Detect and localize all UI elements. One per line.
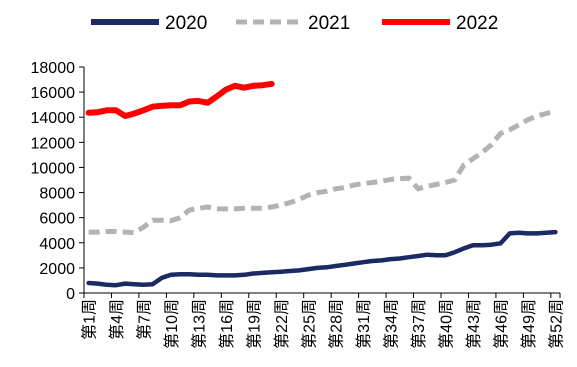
x-tick-label: 第16周 — [218, 299, 236, 349]
series-line-2021 — [88, 108, 557, 236]
y-tick-label: 10000 — [31, 160, 76, 177]
x-tick-label: 第37周 — [410, 299, 428, 349]
x-axis: 第1周 第4周 第7周 第10周 第13周 第16周 第19周 第22周 第25周 第28周 第31… — [81, 292, 565, 349]
x-tick-label: 第49周 — [520, 299, 538, 349]
y-tick-label: 2000 — [39, 261, 75, 278]
y-tick-label: 6000 — [39, 211, 75, 228]
x-tick-label: 第7周 — [136, 299, 154, 340]
x-tick-label: 第22周 — [273, 299, 291, 349]
y-tick-label: 8000 — [39, 186, 75, 203]
x-tick-label: 第13周 — [190, 299, 208, 349]
x-tick-label: 第1周 — [81, 299, 99, 340]
x-tick-label: 第52周 — [547, 299, 565, 349]
y-tick-label: 0 — [66, 286, 75, 303]
series-line-2020 — [86, 229, 558, 288]
legend-label-2021: 2021 — [308, 13, 350, 34]
x-tick-label: 第40周 — [438, 299, 456, 349]
x-tick-label: 第10周 — [163, 299, 181, 349]
x-tick-label: 第43周 — [465, 299, 483, 349]
y-axis: 0 2000 4000 6000 8000 10000 12000 14000 16000 180… — [31, 60, 85, 303]
legend: 2020 2021 2022 — [91, 13, 498, 34]
legend-label-2020: 2020 — [165, 13, 207, 34]
x-tick-label: 第34周 — [383, 299, 401, 349]
y-tick-label: 4000 — [39, 236, 75, 253]
x-tick-label: 第4周 — [108, 299, 126, 340]
x-tick-label: 第19周 — [245, 299, 263, 349]
y-tick-label: 12000 — [31, 135, 76, 152]
y-tick-label: 14000 — [31, 110, 76, 127]
y-tick-label: 16000 — [31, 85, 76, 102]
series-line-2022 — [85, 80, 275, 119]
x-tick-label: 第46周 — [493, 299, 511, 349]
x-tick-label: 第28周 — [328, 299, 346, 349]
series-group — [85, 80, 558, 288]
y-tick-label: 18000 — [31, 60, 76, 77]
x-tick-label: 第25周 — [300, 299, 318, 349]
x-tick-label: 第31周 — [355, 299, 373, 349]
legend-label-2022: 2022 — [456, 13, 498, 34]
